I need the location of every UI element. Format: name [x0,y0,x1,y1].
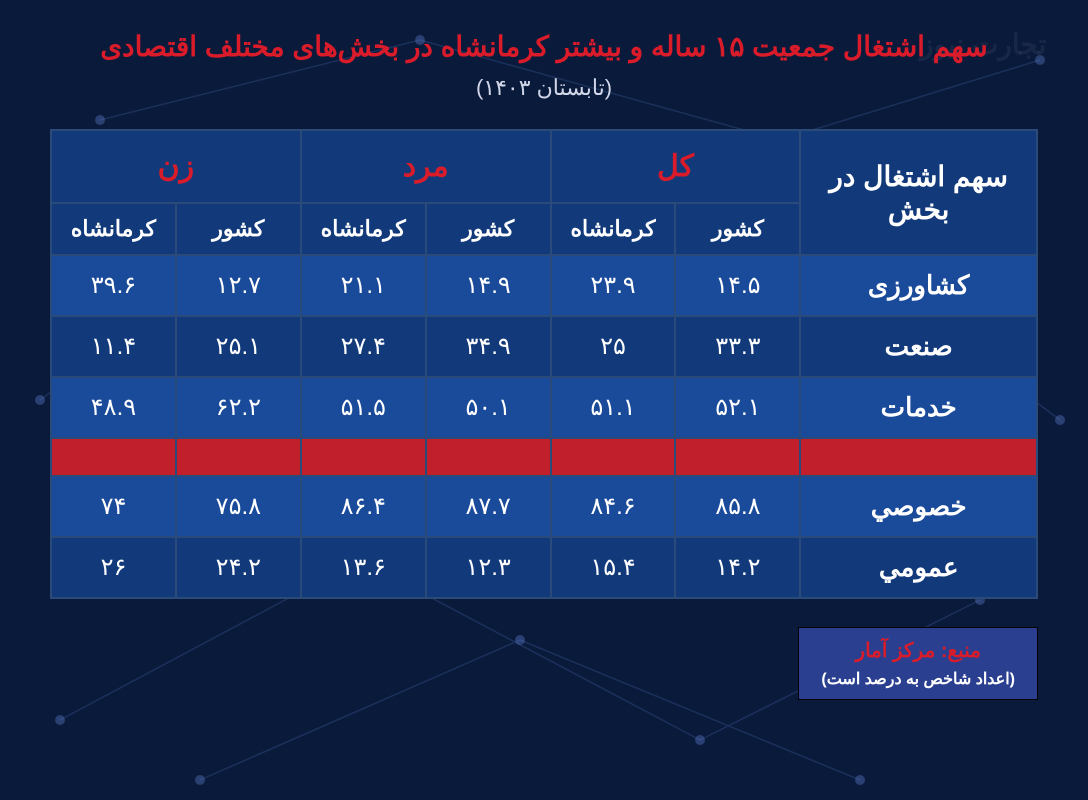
table-cell: ۸۴.۶ [551,476,676,537]
page-subtitle: (تابستان ۱۴۰۳) [50,75,1038,101]
table-cell: ۳۴.۹ [426,316,551,377]
table-cell: ۷۵.۸ [176,476,301,537]
row-label: کشاورزی [800,255,1037,316]
table-cell: ۵۰.۱ [426,377,551,438]
table-cell: ۷۴ [51,476,176,537]
table-cell: ۳۹.۶ [51,255,176,316]
table-row: صنعت۳۳.۳۲۵۳۴.۹۲۷.۴۲۵.۱۱۱.۴ [51,316,1037,377]
table-cell: ۵۲.۱ [675,377,800,438]
table-cell: ۱۴.۵ [675,255,800,316]
table-cell: ۲۶ [51,537,176,598]
sub-header: کشور [675,203,800,255]
row-label: صنعت [800,316,1037,377]
table-cell: ۱۲.۳ [426,537,551,598]
separator-row [51,438,1037,476]
sub-header: کرمانشاه [301,203,426,255]
table-cell: ۵۱.۵ [301,377,426,438]
table-cell: ۲۵ [551,316,676,377]
page-title: سهم اشتغال جمعیت ۱۵ ساله و بیشتر کرمانشا… [50,30,1038,63]
sub-header: کرمانشاه [51,203,176,255]
table-cell: ۱۱.۴ [51,316,176,377]
row-label: خدمات [800,377,1037,438]
table-cell: ۲۱.۱ [301,255,426,316]
sub-header: کشور [426,203,551,255]
source-note: (اعداد شاخص به درصد است) [821,669,1015,689]
table-row: کشاورزی۱۴.۵۲۳.۹۱۴.۹۲۱.۱۱۲.۷۳۹.۶ [51,255,1037,316]
row-label: خصوصي [800,476,1037,537]
employment-table: سهم اشتغال در بخشکلمردزن کشورکرمانشاهکشو… [50,129,1038,599]
table-row: عمومي۱۴.۲۱۵.۴۱۲.۳۱۳.۶۲۴.۲۲۶ [51,537,1037,598]
sub-header: کرمانشاه [551,203,676,255]
table-cell: ۱۴.۹ [426,255,551,316]
group-header: زن [51,130,301,203]
table-cell: ۲۳.۹ [551,255,676,316]
table-row: خصوصي۸۵.۸۸۴.۶۸۷.۷۸۶.۴۷۵.۸۷۴ [51,476,1037,537]
group-header: مرد [301,130,551,203]
table-cell: ۱۴.۲ [675,537,800,598]
table-cell: ۸۵.۸ [675,476,800,537]
source-label: منبع: مرکز آمار [821,638,1015,663]
table-cell: ۲۴.۲ [176,537,301,598]
table-cell: ۱۳.۶ [301,537,426,598]
table-cell: ۱۲.۷ [176,255,301,316]
table-corner-header: سهم اشتغال در بخش [800,130,1037,255]
table-cell: ۵۱.۱ [551,377,676,438]
table-cell: ۲۵.۱ [176,316,301,377]
table-cell: ۸۶.۴ [301,476,426,537]
table-row: خدمات۵۲.۱۵۱.۱۵۰.۱۵۱.۵۶۲.۲۴۸.۹ [51,377,1037,438]
table-cell: ۴۸.۹ [51,377,176,438]
table-cell: ۱۵.۴ [551,537,676,598]
source-box: منبع: مرکز آمار (اعداد شاخص به درصد است) [798,627,1038,700]
sub-header: کشور [176,203,301,255]
group-header: کل [551,130,801,203]
table-cell: ۶۲.۲ [176,377,301,438]
table-cell: ۸۷.۷ [426,476,551,537]
table-cell: ۳۳.۳ [675,316,800,377]
row-label: عمومي [800,537,1037,598]
table-cell: ۲۷.۴ [301,316,426,377]
